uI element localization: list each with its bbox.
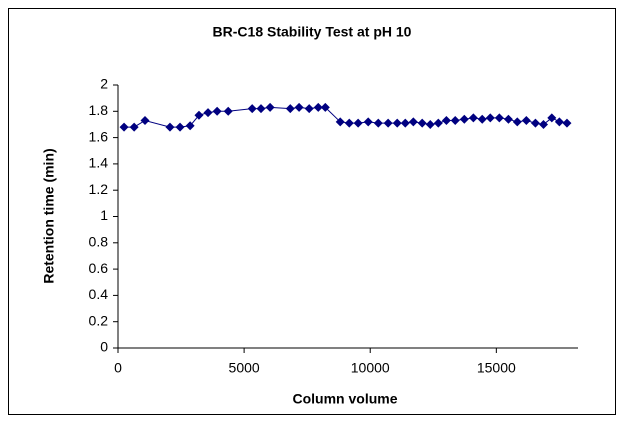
marker [477, 114, 487, 124]
marker [383, 118, 393, 128]
x-tick-label: 10000 [351, 360, 390, 376]
marker [400, 118, 410, 128]
y-tick-label: 1.8 [89, 102, 109, 118]
marker [129, 122, 139, 132]
marker [256, 104, 266, 114]
marker [417, 118, 427, 128]
marker [304, 104, 314, 114]
marker [468, 113, 478, 123]
marker [247, 104, 257, 114]
marker [547, 113, 557, 123]
y-tick-label: 1.2 [89, 181, 109, 197]
x-tick-label: 5000 [229, 360, 260, 376]
chart-title: BR-C18 Stability Test at pH 10 [213, 24, 412, 40]
marker [441, 116, 451, 126]
marker [450, 116, 460, 126]
y-tick-label: 0.4 [89, 286, 109, 302]
marker [494, 113, 504, 123]
marker [335, 117, 345, 127]
marker [344, 118, 354, 128]
y-axis-label: Retention time (min) [41, 148, 57, 283]
marker [140, 116, 150, 126]
marker [165, 122, 175, 132]
marker [538, 119, 548, 129]
marker [294, 102, 304, 112]
y-tick-label: 0.6 [89, 260, 109, 276]
y-tick-label: 1 [100, 207, 108, 223]
marker [392, 118, 402, 128]
marker [175, 122, 185, 132]
x-tick-label: 0 [114, 360, 122, 376]
marker [530, 118, 540, 128]
y-tick-label: 2 [100, 76, 108, 92]
marker [363, 117, 373, 127]
marker [353, 118, 363, 128]
marker [562, 118, 572, 128]
marker [373, 118, 383, 128]
marker [265, 102, 275, 112]
x-axis-label: Column volume [292, 391, 397, 407]
y-tick-label: 0.2 [89, 312, 109, 328]
marker [425, 119, 435, 129]
marker [521, 116, 531, 126]
marker [320, 102, 330, 112]
marker [503, 114, 513, 124]
marker [203, 108, 213, 118]
marker [459, 114, 469, 124]
marker [554, 117, 564, 127]
y-tick-label: 1.6 [89, 128, 109, 144]
y-tick-label: 0.8 [89, 234, 109, 250]
marker [194, 110, 204, 120]
marker [212, 106, 222, 116]
x-tick-label: 15000 [477, 360, 516, 376]
marker [512, 117, 522, 127]
marker [119, 122, 129, 132]
marker [285, 104, 295, 114]
marker [223, 106, 233, 116]
y-tick-label: 1.4 [89, 155, 109, 171]
marker [433, 118, 443, 128]
chart-border [8, 8, 616, 415]
marker [313, 102, 323, 112]
marker [185, 121, 195, 131]
marker [485, 113, 495, 123]
marker [408, 117, 418, 127]
y-tick-label: 0 [100, 339, 108, 355]
